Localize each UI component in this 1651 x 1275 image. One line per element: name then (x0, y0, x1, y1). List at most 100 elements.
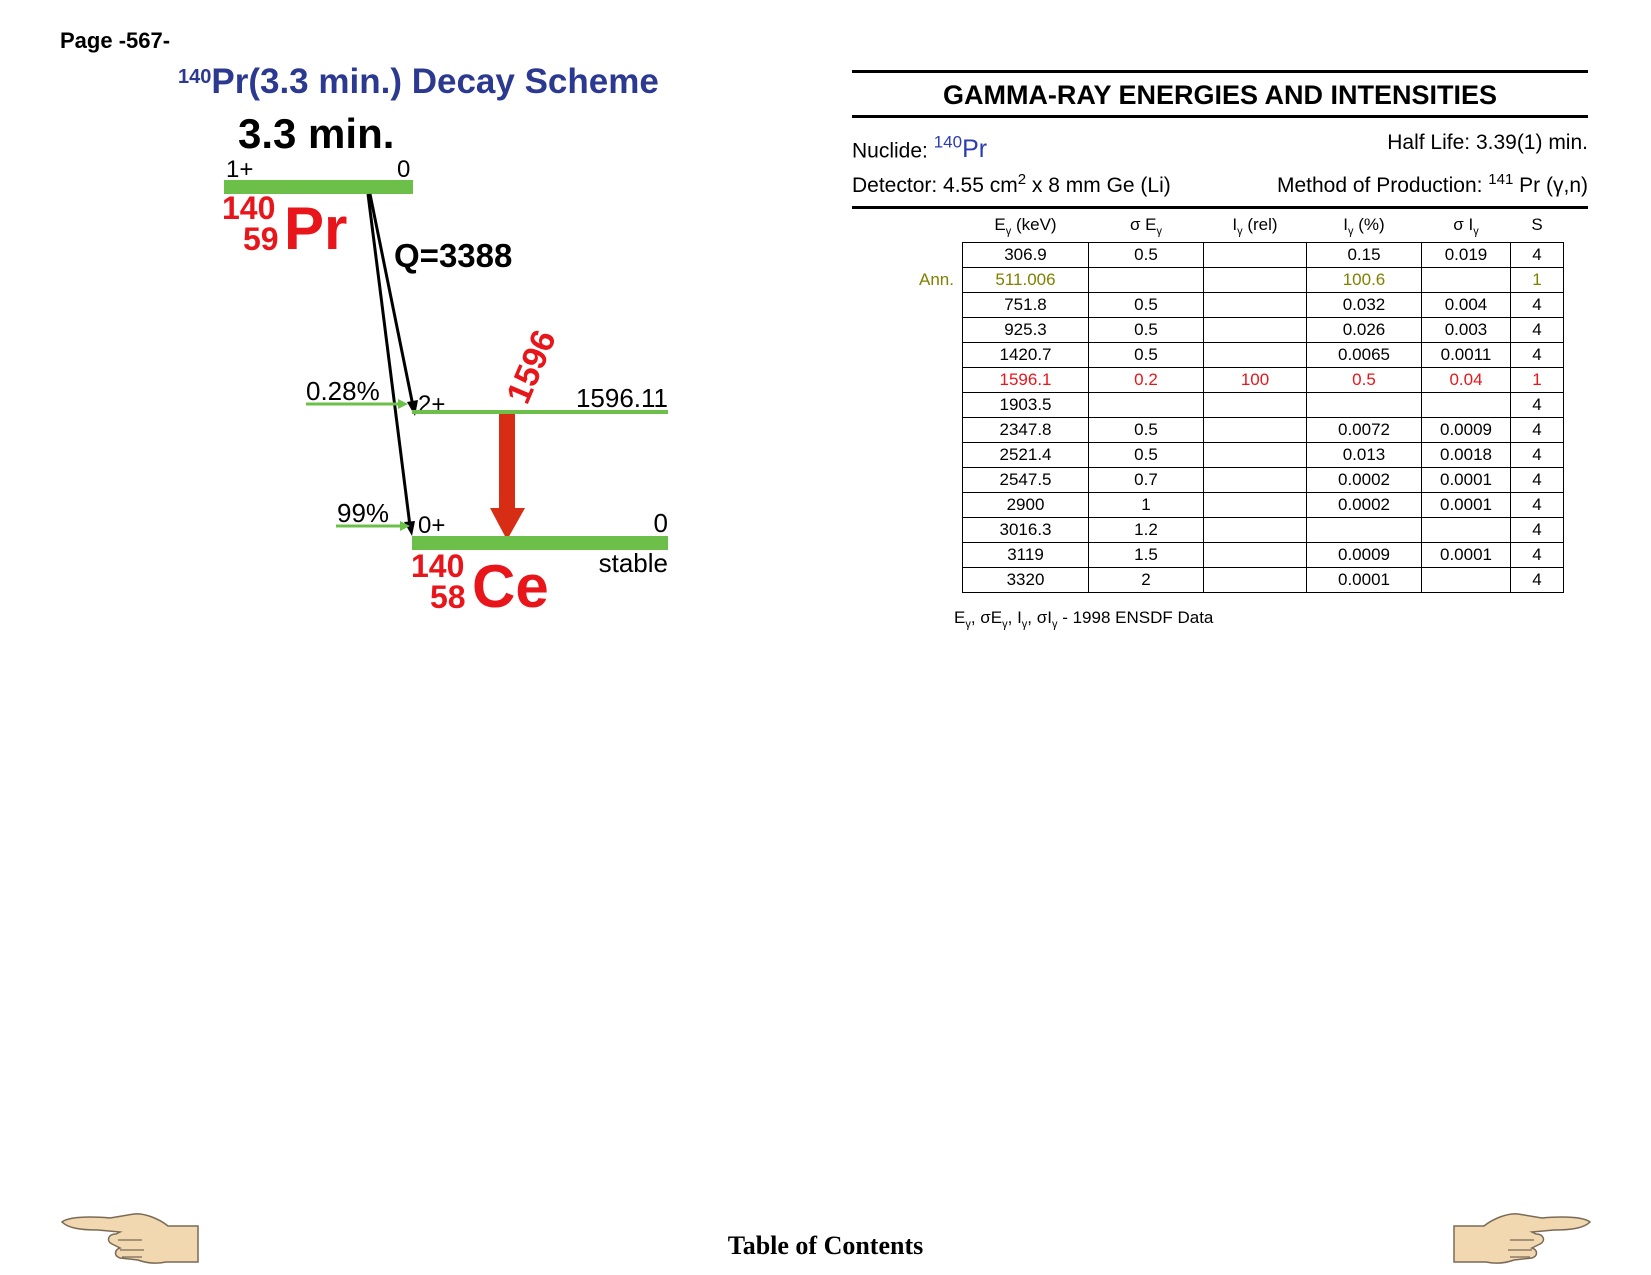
cell-relative-intensity (1203, 567, 1307, 593)
gamma-table-body: 306.9 0.5 0.15 0.019 4 Ann. 511.006 100.6 1 751.8… (862, 242, 1564, 593)
cell-energy: 2521.4 (962, 442, 1089, 468)
cell-percent-intensity: 0.0001 (1306, 567, 1422, 593)
cell-intensity-uncertainty: 0.0018 (1421, 442, 1511, 468)
cell-energy: 1596.1 (962, 367, 1089, 393)
table-row: 306.9 0.5 0.15 0.019 4 (862, 242, 1564, 268)
header-top-rule (852, 70, 1588, 73)
ground-level-bar (412, 536, 668, 550)
cell-percent-intensity: 0.032 (1306, 292, 1422, 318)
cell-relative-intensity (1203, 467, 1307, 493)
cell-intensity-uncertainty: 0.0001 (1421, 492, 1511, 518)
cell-source: 4 (1510, 242, 1564, 268)
row-label (862, 343, 963, 368)
cell-intensity-uncertainty (1421, 267, 1511, 293)
cell-energy-uncertainty: 0.7 (1088, 467, 1204, 493)
column-header-energy-uncertainty: σ Eγ (1129, 214, 1163, 238)
beta-branch-to-ground-line (366, 193, 412, 527)
cell-energy-uncertainty: 0.5 (1088, 417, 1204, 443)
parent-atomic-number: 59 (243, 221, 279, 257)
cell-intensity-uncertainty: 0.019 (1421, 242, 1511, 268)
cell-percent-intensity: 0.5 (1306, 367, 1422, 393)
table-row: 3016.3 1.2 4 (862, 517, 1564, 543)
beta-arrowhead-icon (404, 521, 415, 536)
cell-energy-uncertainty: 2 (1088, 567, 1204, 593)
cell-relative-intensity (1203, 417, 1307, 443)
column-header-energy: Eγ (keV) (994, 214, 1057, 238)
cell-relative-intensity (1203, 292, 1307, 318)
cell-relative-intensity (1203, 242, 1307, 268)
table-of-contents-link[interactable]: Table of Contents (727, 1231, 924, 1260)
cell-energy: 2900 (962, 492, 1089, 518)
cell-percent-intensity: 0.15 (1306, 242, 1422, 268)
excited-level-energy: 1596.11 (576, 383, 668, 413)
cell-energy-uncertainty: 0.5 (1088, 317, 1204, 343)
ground-level-energy: 0 (654, 508, 668, 538)
cell-percent-intensity: 0.013 (1306, 442, 1422, 468)
row-label (862, 243, 963, 268)
row-label (862, 518, 963, 543)
table-row: 1596.1 0.2 100 0.5 0.04 1 (862, 367, 1564, 393)
gamma-arrow-shaft (499, 414, 515, 508)
cell-intensity-uncertainty (1421, 517, 1511, 543)
table-row: 1420.7 0.5 0.0065 0.0011 4 (862, 342, 1564, 368)
cell-intensity-uncertainty: 0.0011 (1421, 342, 1511, 368)
cell-source: 4 (1510, 442, 1564, 468)
cell-energy-uncertainty: 0.2 (1088, 367, 1204, 393)
cell-source: 4 (1510, 292, 1564, 318)
cell-energy: 3320 (962, 567, 1089, 593)
table-row: 2347.8 0.5 0.0072 0.0009 4 (862, 417, 1564, 443)
cell-relative-intensity (1203, 392, 1307, 418)
production-suffix: Pr (γ,n) (1513, 174, 1588, 198)
detector-prefix: Detector: 4.55 cm (852, 174, 1018, 198)
table-row: 2900 1 0.0002 0.0001 4 (862, 492, 1564, 518)
cell-relative-intensity (1203, 317, 1307, 343)
beta-branch-to-excited-line (368, 193, 415, 407)
cell-energy-uncertainty: 0.5 (1088, 242, 1204, 268)
cell-relative-intensity (1203, 542, 1307, 568)
feed-arrowhead-icon (400, 521, 410, 531)
table-row: 2521.4 0.5 0.013 0.0018 4 (862, 442, 1564, 468)
row-label (862, 318, 963, 343)
nuclide-label: Nuclide: (852, 139, 928, 163)
detector-exponent: 2 (1017, 171, 1027, 189)
cell-source: 1 (1510, 367, 1564, 393)
decay-scheme-diagram: 3.3 min. 1+ 0 140 59 Pr Q=3388 0.28% 2+ … (222, 110, 668, 620)
cell-source: 4 (1510, 492, 1564, 518)
cell-energy-uncertainty: 1 (1088, 492, 1204, 518)
nuclide-info-row: Nuclide: 140Pr Half Life: 3.39(1) min. (852, 128, 1588, 165)
excited-branch-percent: 0.28% (306, 376, 380, 406)
row-label (862, 468, 963, 493)
row-label: Ann. (919, 270, 954, 289)
nuclide-symbol: Pr (962, 135, 988, 164)
cell-energy: 511.006 (962, 267, 1089, 293)
daughter-status: stable (599, 548, 668, 578)
cell-intensity-uncertainty: 0.0001 (1421, 467, 1511, 493)
row-label (862, 418, 963, 443)
row-label (862, 443, 963, 468)
parent-spin: 1+ (226, 156, 253, 183)
cell-energy: 1903.5 (962, 392, 1089, 418)
column-header-percent-intensity: Iγ (%) (1343, 214, 1385, 238)
row-label (862, 493, 963, 518)
cell-energy: 925.3 (962, 317, 1089, 343)
table-row: 1903.5 4 (862, 392, 1564, 418)
table-row: 3320 2 0.0001 4 (862, 567, 1564, 593)
cell-relative-intensity (1203, 492, 1307, 518)
cell-energy-uncertainty: 0.5 (1088, 342, 1204, 368)
gamma-ray-table: Eγ (keV) σ Eγ Iγ (rel) Iγ (%) σ Iγ S 306… (862, 210, 1564, 593)
cell-energy: 2347.8 (962, 417, 1089, 443)
cell-source: 4 (1510, 567, 1564, 593)
title-mass-number: 140 (178, 66, 212, 88)
cell-percent-intensity: 0.026 (1306, 317, 1422, 343)
cell-energy-uncertainty (1088, 392, 1204, 418)
cell-percent-intensity: 0.0072 (1306, 417, 1422, 443)
cell-energy-uncertainty: 0.5 (1088, 442, 1204, 468)
detector-suffix: x 8 mm Ge (Li) (1026, 174, 1171, 198)
cell-relative-intensity (1203, 342, 1307, 368)
pointing-hand-right-icon[interactable] (1452, 1210, 1594, 1266)
excited-level-bar (412, 410, 668, 414)
pointing-hand-left-icon[interactable] (58, 1210, 200, 1266)
cell-source: 4 (1510, 317, 1564, 343)
title-text: Pr(3.3 min.) Decay Scheme (211, 62, 659, 101)
cell-source: 4 (1510, 467, 1564, 493)
